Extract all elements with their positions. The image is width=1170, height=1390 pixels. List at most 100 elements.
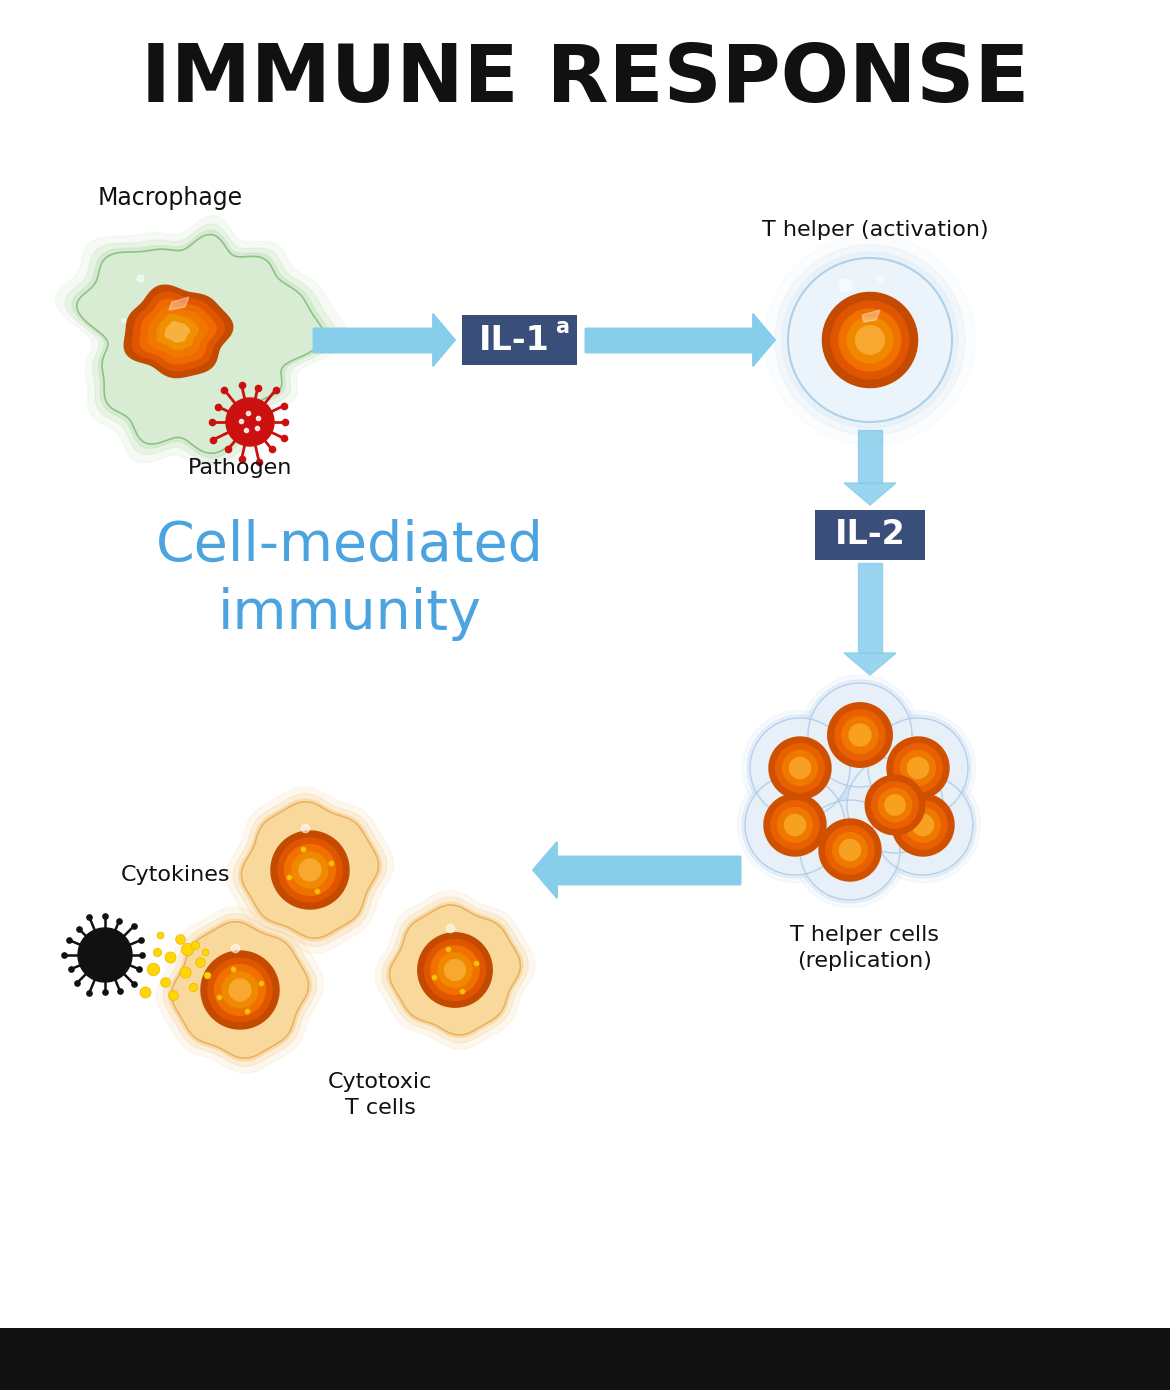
- Text: T helper cells
(replication): T helper cells (replication): [791, 924, 940, 972]
- Polygon shape: [239, 799, 381, 941]
- Polygon shape: [241, 802, 379, 938]
- Polygon shape: [753, 314, 775, 366]
- Polygon shape: [77, 235, 324, 453]
- Polygon shape: [233, 794, 387, 947]
- Polygon shape: [742, 771, 848, 878]
- Text: IL-2: IL-2: [834, 518, 906, 552]
- Polygon shape: [147, 306, 207, 357]
- Polygon shape: [201, 951, 278, 1029]
- Polygon shape: [901, 751, 935, 785]
- Polygon shape: [858, 563, 882, 653]
- Polygon shape: [784, 815, 805, 835]
- Polygon shape: [827, 703, 893, 767]
- Polygon shape: [229, 979, 250, 1001]
- Polygon shape: [800, 801, 900, 899]
- Polygon shape: [887, 737, 949, 799]
- Polygon shape: [390, 905, 521, 1036]
- Polygon shape: [899, 801, 948, 849]
- Polygon shape: [157, 314, 198, 349]
- Polygon shape: [66, 224, 337, 464]
- Polygon shape: [78, 929, 132, 981]
- Polygon shape: [753, 314, 775, 366]
- Polygon shape: [913, 815, 934, 835]
- Text: Pathogen: Pathogen: [188, 457, 292, 478]
- Polygon shape: [226, 787, 393, 954]
- Polygon shape: [750, 719, 849, 817]
- Polygon shape: [433, 314, 455, 366]
- FancyBboxPatch shape: [815, 510, 925, 560]
- Polygon shape: [765, 235, 975, 445]
- Polygon shape: [222, 972, 257, 1008]
- Polygon shape: [872, 781, 918, 828]
- Polygon shape: [849, 724, 870, 746]
- Polygon shape: [775, 245, 965, 435]
- Polygon shape: [585, 328, 753, 352]
- Polygon shape: [885, 795, 906, 815]
- Polygon shape: [866, 767, 980, 883]
- Text: Cell-mediated
immunity: Cell-mediated immunity: [156, 518, 544, 641]
- Polygon shape: [376, 891, 535, 1049]
- Polygon shape: [737, 767, 853, 883]
- Polygon shape: [140, 299, 216, 364]
- Polygon shape: [168, 297, 190, 310]
- Polygon shape: [534, 842, 557, 898]
- Polygon shape: [792, 792, 908, 908]
- Polygon shape: [226, 398, 274, 446]
- Polygon shape: [789, 259, 952, 423]
- Text: a: a: [555, 317, 569, 336]
- Polygon shape: [271, 831, 349, 909]
- Polygon shape: [278, 838, 342, 902]
- Polygon shape: [819, 819, 881, 881]
- Polygon shape: [753, 314, 775, 366]
- Text: Macrophage: Macrophage: [97, 186, 242, 210]
- Polygon shape: [839, 309, 901, 371]
- Polygon shape: [847, 758, 943, 853]
- Polygon shape: [808, 682, 911, 787]
- Text: IL-1: IL-1: [479, 324, 550, 356]
- Polygon shape: [858, 430, 882, 482]
- Polygon shape: [557, 856, 739, 884]
- Polygon shape: [835, 710, 886, 760]
- Polygon shape: [855, 325, 885, 354]
- Polygon shape: [847, 317, 893, 363]
- Polygon shape: [168, 919, 311, 1061]
- Polygon shape: [844, 653, 896, 676]
- Polygon shape: [746, 714, 853, 821]
- Polygon shape: [418, 933, 493, 1008]
- Polygon shape: [165, 321, 190, 342]
- Polygon shape: [557, 856, 739, 884]
- Polygon shape: [879, 788, 911, 821]
- Polygon shape: [797, 796, 903, 904]
- Polygon shape: [840, 749, 950, 860]
- Polygon shape: [534, 842, 557, 898]
- Polygon shape: [743, 710, 858, 826]
- Polygon shape: [865, 714, 971, 821]
- Polygon shape: [769, 737, 831, 799]
- Polygon shape: [300, 859, 321, 881]
- Polygon shape: [778, 808, 812, 842]
- Polygon shape: [585, 328, 753, 352]
- Polygon shape: [534, 842, 557, 898]
- Text: T helper (activation): T helper (activation): [762, 220, 989, 240]
- Polygon shape: [124, 285, 233, 378]
- Polygon shape: [132, 292, 225, 371]
- Polygon shape: [387, 902, 523, 1038]
- Polygon shape: [557, 856, 739, 884]
- Polygon shape: [892, 794, 954, 856]
- Polygon shape: [438, 954, 473, 987]
- Polygon shape: [431, 945, 480, 994]
- Polygon shape: [314, 328, 433, 352]
- Polygon shape: [745, 776, 845, 874]
- Polygon shape: [800, 676, 920, 795]
- Polygon shape: [823, 292, 917, 388]
- Polygon shape: [433, 314, 455, 366]
- Polygon shape: [805, 680, 915, 790]
- Polygon shape: [908, 758, 929, 778]
- Polygon shape: [284, 845, 336, 895]
- Polygon shape: [783, 252, 958, 428]
- Polygon shape: [425, 940, 486, 1001]
- Polygon shape: [314, 328, 433, 352]
- Polygon shape: [783, 751, 818, 785]
- Polygon shape: [831, 302, 909, 379]
- Polygon shape: [776, 744, 824, 792]
